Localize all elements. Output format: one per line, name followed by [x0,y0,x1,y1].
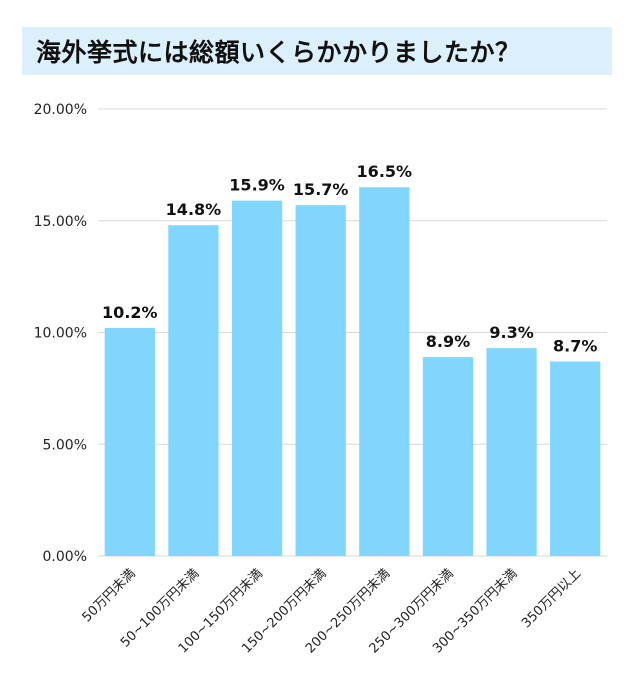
data-label: 8.7% [553,337,597,356]
bar [295,205,346,557]
data-label: 14.8% [166,200,222,219]
y-tick-label: 20.00% [34,102,87,118]
data-label: 15.7% [293,180,349,199]
data-label: 16.5% [357,162,413,181]
data-label: 9.3% [489,323,533,342]
y-tick-label: 10.00% [34,326,87,342]
bar [359,187,410,556]
data-label: 15.9% [229,176,285,195]
bar [104,328,155,556]
bar [231,200,283,556]
chart-title-band: 海外挙式には総額いくらかかりましたか？ [22,27,612,75]
chart-title: 海外挙式には総額いくらかかりましたか？ [36,38,521,67]
y-tick-label: 0.00% [43,549,87,565]
data-label: 8.9% [426,332,470,351]
data-label: 10.2% [102,303,158,322]
bar [486,348,537,556]
bar [550,361,601,556]
bar [422,357,474,556]
y-tick-label: 5.00% [43,437,87,453]
x-tick-label: 350万円以上 [519,566,584,631]
x-tick-label: 50万円未満 [80,566,139,625]
bar [168,225,219,556]
y-tick-label: 15.00% [34,214,87,230]
